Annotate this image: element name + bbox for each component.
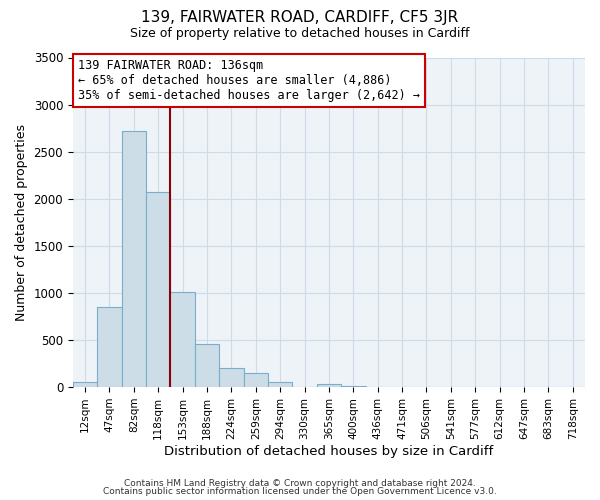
Bar [219,368,244,387]
Text: 139, FAIRWATER ROAD, CARDIFF, CF5 3JR: 139, FAIRWATER ROAD, CARDIFF, CF5 3JR [142,10,458,25]
Text: Contains HM Land Registry data © Crown copyright and database right 2024.: Contains HM Land Registry data © Crown c… [124,478,476,488]
Y-axis label: Number of detached properties: Number of detached properties [15,124,28,321]
Bar [170,292,195,387]
Text: Size of property relative to detached houses in Cardiff: Size of property relative to detached ho… [130,28,470,40]
Bar [122,131,146,387]
Bar [97,306,122,387]
X-axis label: Distribution of detached houses by size in Cardiff: Distribution of detached houses by size … [164,444,494,458]
Bar [73,382,97,387]
Bar [195,344,219,387]
Bar [244,374,268,387]
Text: Contains public sector information licensed under the Open Government Licence v3: Contains public sector information licen… [103,487,497,496]
Bar [146,192,170,387]
Bar [317,384,341,387]
Bar [268,382,292,387]
Bar [341,386,365,387]
Text: 139 FAIRWATER ROAD: 136sqm
← 65% of detached houses are smaller (4,886)
35% of s: 139 FAIRWATER ROAD: 136sqm ← 65% of deta… [78,59,420,102]
